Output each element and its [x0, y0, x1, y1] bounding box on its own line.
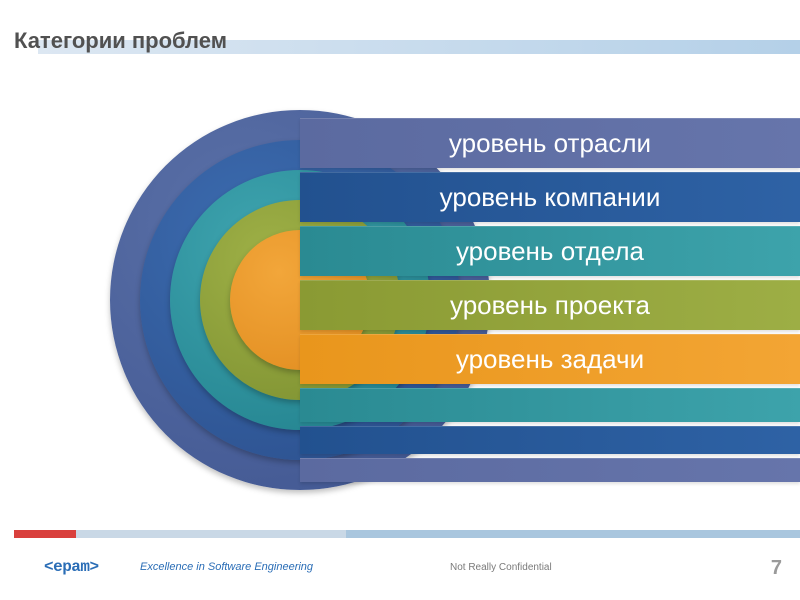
level-band-label: уровень компании — [440, 182, 661, 213]
footer-confidentiality: Not Really Confidential — [450, 562, 552, 573]
slide-title: Категории проблем — [14, 28, 231, 54]
level-band-label: уровень отдела — [456, 236, 644, 267]
level-band-0: уровень отрасли — [300, 118, 800, 168]
footer-bar-1 — [76, 530, 346, 538]
tail-band-1 — [300, 426, 800, 454]
level-band-1: уровень компании — [300, 172, 800, 222]
tail-band-0 — [300, 388, 800, 422]
tail-band-2 — [300, 458, 800, 482]
epam-logo: <epam> — [44, 558, 99, 576]
footer-tagline: Excellence in Software Engineering — [140, 561, 313, 573]
level-band-label: уровень проекта — [450, 290, 650, 321]
page-number: 7 — [771, 557, 782, 580]
problem-levels-diagram: уровень отрасли уровень компании уровень о… — [170, 110, 800, 490]
footer-bar-0 — [14, 530, 76, 538]
level-band-4: уровень задачи — [300, 334, 800, 384]
slide-footer: <epam> Excellence in Software Engineerin… — [0, 530, 800, 600]
slide-title-bar: Категории проблем — [14, 28, 800, 54]
level-band-3: уровень проекта — [300, 280, 800, 330]
footer-bar-2 — [346, 530, 800, 538]
level-band-2: уровень отдела — [300, 226, 800, 276]
level-band-label: уровень отрасли — [449, 128, 651, 159]
level-band-label: уровень задачи — [456, 344, 644, 375]
